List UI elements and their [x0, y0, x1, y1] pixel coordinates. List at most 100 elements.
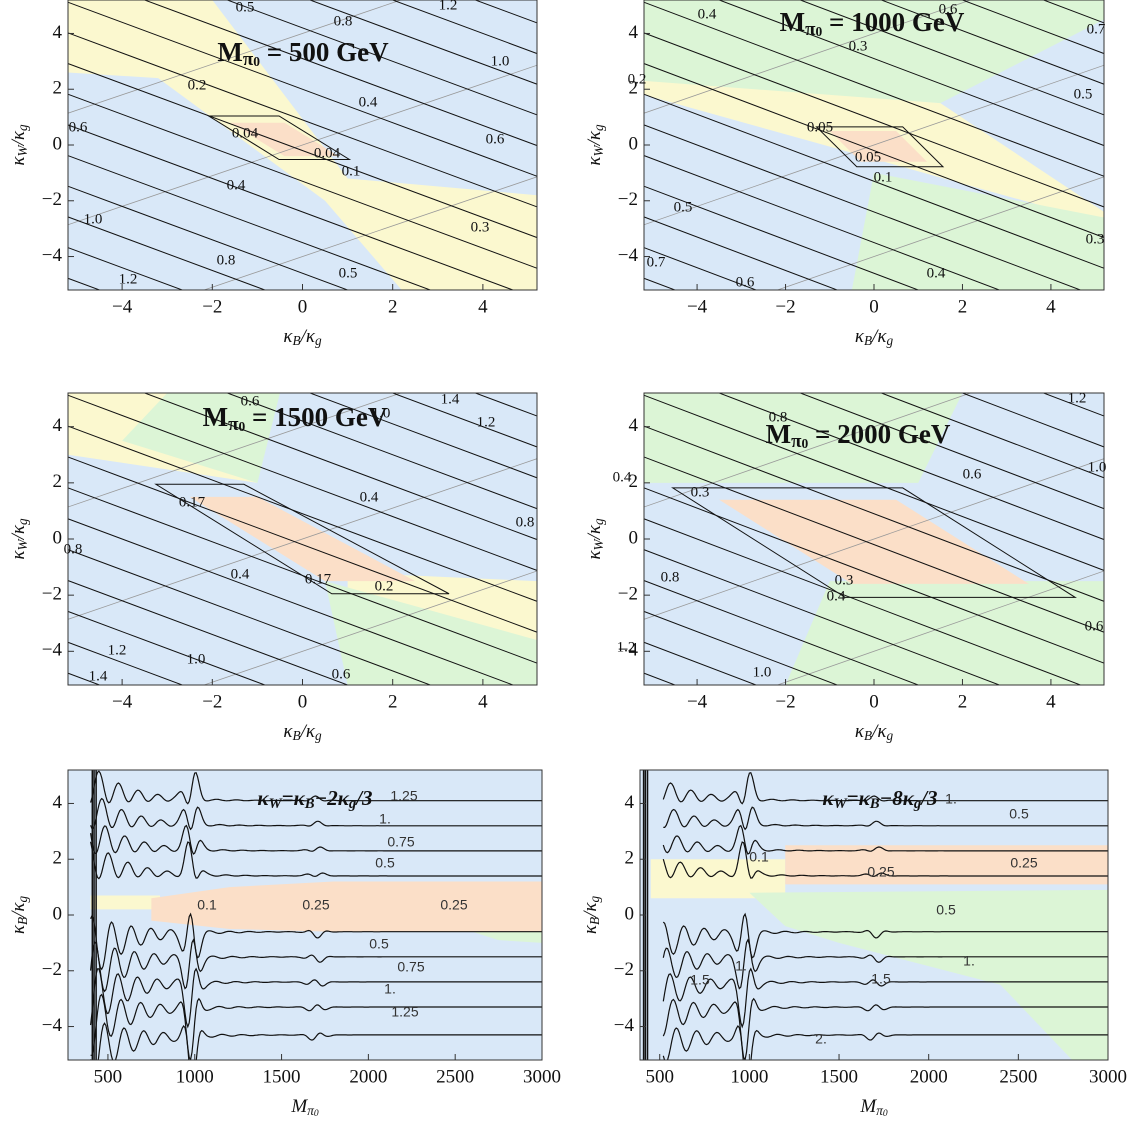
panel-title-part: 0 [253, 54, 260, 69]
contour-line [662, 912, 1108, 959]
panel-title-part: π [791, 431, 802, 452]
panel-title-part: −8κ [880, 786, 915, 810]
contour-label: 0.8 [334, 13, 353, 29]
contour-line [90, 841, 542, 880]
contour-label: 0.4 [698, 6, 717, 22]
x-axis-label-part: g [315, 728, 322, 743]
contour-line [68, 518, 515, 685]
contour-label: 1. [735, 958, 747, 974]
contour-label: 0.5 [674, 199, 693, 215]
x-tick-label: 4 [478, 296, 488, 317]
region [230, 122, 339, 157]
y-tick-label: 0 [53, 133, 63, 154]
y-tick-label: −2 [614, 959, 634, 980]
panel-title-part: = 1500 GeV [245, 402, 388, 432]
x-axis-label: κB/κg [283, 721, 322, 743]
contour-label: 0.8 [516, 514, 535, 530]
contour-line [644, 456, 1104, 633]
y-axis-label-part: g [591, 124, 606, 131]
y-axis-label-part: /κ [8, 902, 29, 918]
contour-label: 0.7 [647, 254, 666, 270]
contour-label: 0.4 [360, 489, 379, 505]
contour-line [644, 1, 1104, 177]
guide-line [776, 570, 1104, 685]
y-axis-label: κW/κg [584, 518, 606, 560]
contour-line [68, 124, 515, 290]
contour-label: 1. [945, 791, 957, 807]
x-tick-label: −2 [775, 691, 795, 712]
y-axis-label-part: g [15, 518, 30, 525]
y-tick-label: 0 [53, 903, 63, 924]
region [829, 131, 928, 162]
contour-line [154, 483, 450, 595]
x-tick-label: 0 [869, 296, 879, 317]
contour-label: 0.7 [1087, 21, 1106, 37]
contour-line [68, 1, 537, 177]
plot-area [68, 393, 537, 685]
x-axis-label-part: π [307, 1103, 314, 1118]
y-axis-label-part: g [15, 124, 30, 131]
y-axis-label-part: κ [584, 156, 605, 166]
contour-label: 0.6 [963, 466, 982, 482]
contour-label: 1.0 [372, 405, 391, 421]
contour-label: 1.5 [690, 972, 710, 988]
x-axis-label-part: κ [855, 721, 865, 742]
contour-line [644, 518, 1082, 685]
y-axis-label: κW/κg [584, 124, 606, 166]
contour-label: 1.2 [439, 0, 458, 13]
contour-label: 0.6 [939, 1, 958, 17]
x-axis-label-part: M [290, 1096, 308, 1117]
contour-label: 0.3 [835, 572, 854, 588]
contour-line [68, 155, 432, 290]
panel-title: Mπ0 = 500 GeV [217, 37, 389, 70]
region [472, 931, 542, 943]
contour-line [798, 393, 1104, 510]
contour-label: 0.1 [342, 163, 361, 179]
contour-line [644, 155, 1001, 290]
x-axis-label-part: π [876, 1103, 883, 1118]
region [644, 0, 1104, 104]
y-tick-label: 0 [53, 527, 63, 548]
x-axis-label-part: κ [283, 326, 293, 347]
contour-label: 0.1 [874, 169, 893, 185]
plot-area [644, 0, 1104, 290]
contour-line [143, 393, 537, 541]
plot-area [68, 0, 537, 290]
y-tick-label: 0 [629, 133, 639, 154]
contour-label: 0.4 [827, 588, 846, 604]
contour-label: 1.2 [119, 271, 138, 287]
y-tick-label: 4 [629, 415, 639, 436]
guide-line [202, 176, 537, 290]
contour-label: 1.25 [391, 1004, 418, 1020]
x-tick-label: 4 [1046, 296, 1056, 317]
contour-line [68, 63, 537, 239]
panel-title-part: =κ [282, 786, 306, 810]
contour-label: 0.04 [314, 145, 341, 161]
y-tick-label: 2 [629, 78, 639, 99]
panel-title-part: 0 [801, 436, 808, 451]
panel-title-part: M [780, 7, 805, 37]
y-axis-label-part: W [15, 144, 30, 157]
x-tick-label: 4 [1046, 691, 1056, 712]
panel-title-part: /3 [919, 786, 937, 810]
y-axis-label-part: κ [8, 156, 29, 166]
x-axis-label-part: g [315, 333, 322, 348]
contour-label: 0.4 [227, 177, 246, 193]
x-tick-label: 0 [869, 691, 879, 712]
contour-label: 1. [963, 953, 975, 969]
contour-label: 1.0 [491, 53, 510, 69]
y-tick-label: 2 [629, 471, 639, 492]
x-axis-label-part: B [292, 333, 300, 348]
contour-label: 0.04 [232, 125, 259, 141]
y-tick-label: −4 [618, 245, 639, 266]
x-axis-label-part: g [887, 333, 894, 348]
y-tick-label: −2 [42, 959, 62, 980]
y-axis-label-part: /κ [8, 524, 29, 540]
y-tick-label: 4 [629, 22, 639, 43]
y-tick-label: −4 [42, 1015, 63, 1036]
contour-label: 0.05 [855, 149, 881, 165]
contour-label: 0.4 [231, 566, 250, 582]
guide-line [644, 64, 1104, 226]
contour-label: 0.6 [736, 274, 755, 290]
